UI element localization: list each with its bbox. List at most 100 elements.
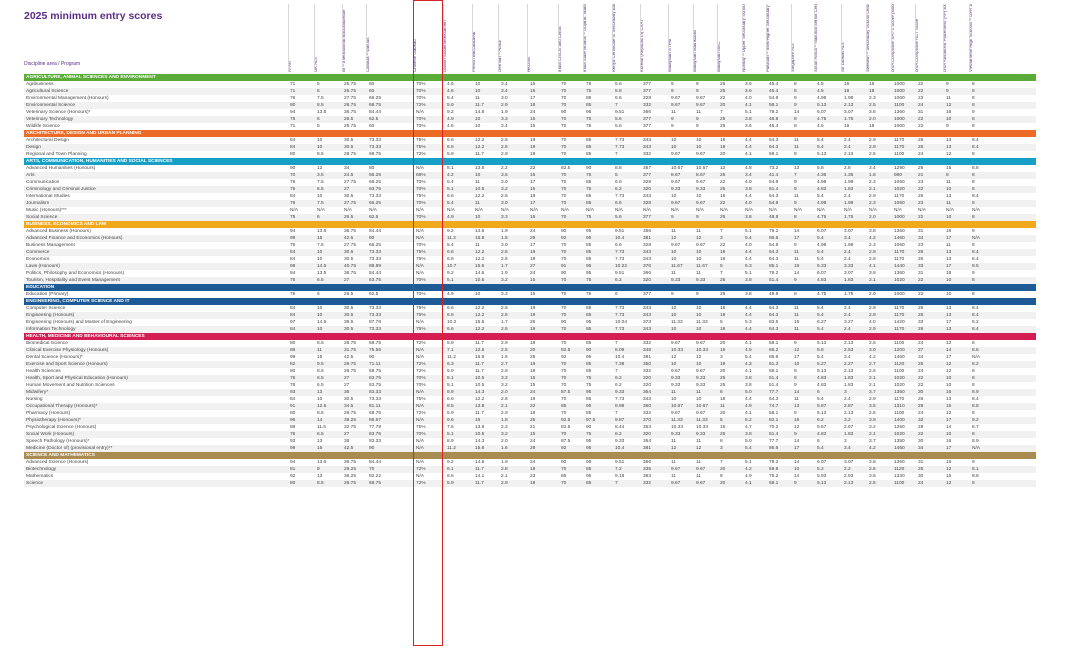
score-cell: 10 <box>671 397 677 402</box>
score-cell: 71 <box>290 124 296 129</box>
score-cell: 3.8 <box>745 187 752 192</box>
score-cell: 6.1 <box>447 467 454 472</box>
program-name: Education (Primary) <box>26 292 69 297</box>
score-cell: 75% <box>416 306 426 311</box>
score-cell: 13 <box>946 250 952 255</box>
score-cell: 366 <box>643 229 652 234</box>
score-cell: 72% <box>416 362 426 367</box>
score-cell: 14 <box>794 271 800 276</box>
score-cell: 1.7 <box>501 320 508 325</box>
score-cell: 13.8 <box>475 166 485 171</box>
score-cell: 76 <box>290 278 296 283</box>
score-cell: 15.6 <box>475 264 485 269</box>
score-cell: 1.98 <box>844 243 854 248</box>
score-cell: 9.33 <box>615 439 625 444</box>
score-cell: 88.89 <box>369 264 382 269</box>
score-cell: 5.1 <box>447 383 454 388</box>
score-cell: 320 <box>643 383 652 388</box>
score-cell: 9.2 <box>447 110 454 115</box>
score-cell: 36.75 <box>344 271 357 276</box>
score-cell: 27.75 <box>344 96 357 101</box>
score-cell: 95 <box>586 439 592 444</box>
score-cell: N/A <box>416 439 424 444</box>
score-cell: N/A <box>918 208 926 213</box>
score-cell: 83.33 <box>369 390 382 395</box>
score-cell: 23 <box>918 243 924 248</box>
score-cell: 18 <box>720 327 726 332</box>
score-cell: 90 <box>586 166 592 171</box>
score-cell: 5.4 <box>447 243 454 248</box>
score-cell: 76.2 <box>769 474 779 479</box>
score-cell: 2.13 <box>844 481 854 486</box>
score-cell: 1.83 <box>844 432 854 437</box>
score-cell: 2.7 <box>869 362 876 367</box>
score-cell: 6.33 <box>817 264 827 269</box>
score-cell: 5.6 <box>615 215 622 220</box>
program-name: Psychological Science (Honours) <box>26 425 97 430</box>
score-cell: 10 <box>475 89 481 94</box>
score-cell: 92 <box>290 474 296 479</box>
score-cell: N/A <box>317 208 325 213</box>
score-cell: 12 <box>794 348 800 353</box>
score-cell: 11 <box>696 390 701 395</box>
score-cell: 36 <box>344 439 350 444</box>
score-cell: 11 <box>946 180 951 185</box>
score-cell: 2.3 <box>869 96 876 101</box>
score-cell: 70 <box>290 173 296 178</box>
score-cell: 10 <box>317 306 323 311</box>
score-cell: 29 <box>530 446 536 451</box>
score-cell: 9 <box>671 117 674 122</box>
score-cell: 75% <box>416 327 426 332</box>
score-cell: 10.5 <box>475 383 485 388</box>
score-cell: 8 <box>972 117 975 122</box>
score-cell: 2.3 <box>869 180 876 185</box>
score-cell: 33 <box>918 320 924 325</box>
score-cell: 4.9 <box>745 404 752 409</box>
score-cell: 9 <box>794 152 797 157</box>
score-cell: 29 <box>530 355 536 360</box>
score-cell: 4.98 <box>817 243 827 248</box>
score-cell: 13 <box>317 439 323 444</box>
score-cell: 12 <box>946 411 952 416</box>
score-cell: 27.75 <box>344 180 357 185</box>
score-cell: 1000 <box>894 215 905 220</box>
table-row: Clinical Exercise Physiology (Honours) 86… <box>24 347 1036 354</box>
score-cell: 6.2 <box>615 187 622 192</box>
score-cell: 68.75 <box>369 103 382 108</box>
score-cell: 4.83 <box>817 383 827 388</box>
score-cell: 18 <box>530 369 536 374</box>
score-cell: 2.9 <box>501 103 508 108</box>
score-cell: 11.2 <box>447 236 456 241</box>
score-cell: 4.75 <box>817 117 827 122</box>
score-cell: 72% <box>416 103 426 108</box>
score-cell: 64.3 <box>769 194 779 199</box>
score-cell: 10 <box>317 250 323 255</box>
score-cell: 6.6 <box>447 397 454 402</box>
score-cell: 11.7 <box>475 411 484 416</box>
score-cell: 11 <box>317 348 322 353</box>
score-cell: 70 <box>561 152 567 157</box>
score-cell: 343 <box>643 194 652 199</box>
score-cell: N/A <box>972 446 980 451</box>
score-cell: 3.4 <box>844 236 851 241</box>
score-cell: 3.2 <box>501 278 508 283</box>
score-cell: 70 <box>561 103 567 108</box>
score-cell: 3.8 <box>869 271 876 276</box>
table-row: Wildlife Science 71 5 25.75 60 70% 4.6 10 3.4 15 7… <box>24 123 1036 130</box>
score-cell: 25 <box>720 278 726 283</box>
score-cell: 70 <box>561 369 567 374</box>
score-cell: 9 <box>671 89 674 94</box>
score-cell: 1.6 <box>501 446 508 451</box>
score-cell: 68.75 <box>369 411 382 416</box>
score-cell: 5.4 <box>447 180 454 185</box>
score-cell: 66.25 <box>369 180 382 185</box>
score-cell: 4.1 <box>745 152 752 157</box>
score-cell: 377 <box>643 173 652 178</box>
score-cell: 4.2 <box>869 446 876 451</box>
score-cell: 23 <box>918 180 924 185</box>
score-cell: 8.4 <box>972 327 979 332</box>
score-cell: 54.9 <box>769 180 779 185</box>
score-cell: 10 <box>475 292 481 297</box>
score-cell: 4.4 <box>745 257 752 262</box>
score-cell: 8 <box>794 124 797 129</box>
